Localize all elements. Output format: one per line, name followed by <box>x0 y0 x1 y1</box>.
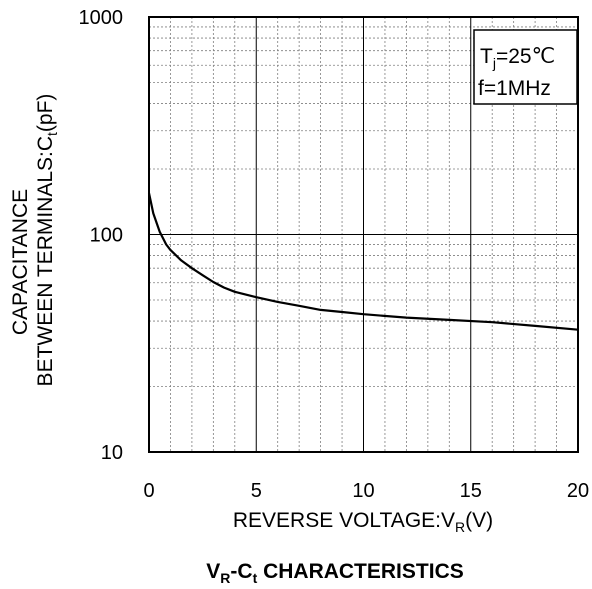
series-line <box>147 192 579 331</box>
series-layer <box>147 192 579 331</box>
x-tick-label: 15 <box>460 480 482 502</box>
plot-frame <box>148 16 579 453</box>
x-tick-label: 5 <box>251 480 262 502</box>
x-axis-label: REVERSE VOLTAGE:VR(V) <box>233 509 493 535</box>
x-tick-label: 10 <box>352 480 374 502</box>
y-tick-label: 100 <box>90 225 123 247</box>
tick-labels: 0 5 10 15 20 10 100 1000 <box>79 7 590 502</box>
major-grid <box>149 17 578 452</box>
y-axis-label-line2: BETWEEN TERMINALS:Ct(pF) <box>34 94 60 387</box>
chart-title: VR-Ct CHARACTERISTICS <box>206 560 464 586</box>
condition-temperature: Tj=25℃ <box>480 45 555 71</box>
y-tick-label: 1000 <box>79 7 124 29</box>
conditions-box <box>473 29 578 105</box>
x-tick-label: 0 <box>143 480 154 502</box>
y-axis-label-line1: CAPACITANCE <box>9 189 32 335</box>
x-tick-label: 20 <box>567 480 589 502</box>
y-tick-label: 10 <box>101 442 123 464</box>
condition-frequency: f=1MHz <box>478 77 551 100</box>
